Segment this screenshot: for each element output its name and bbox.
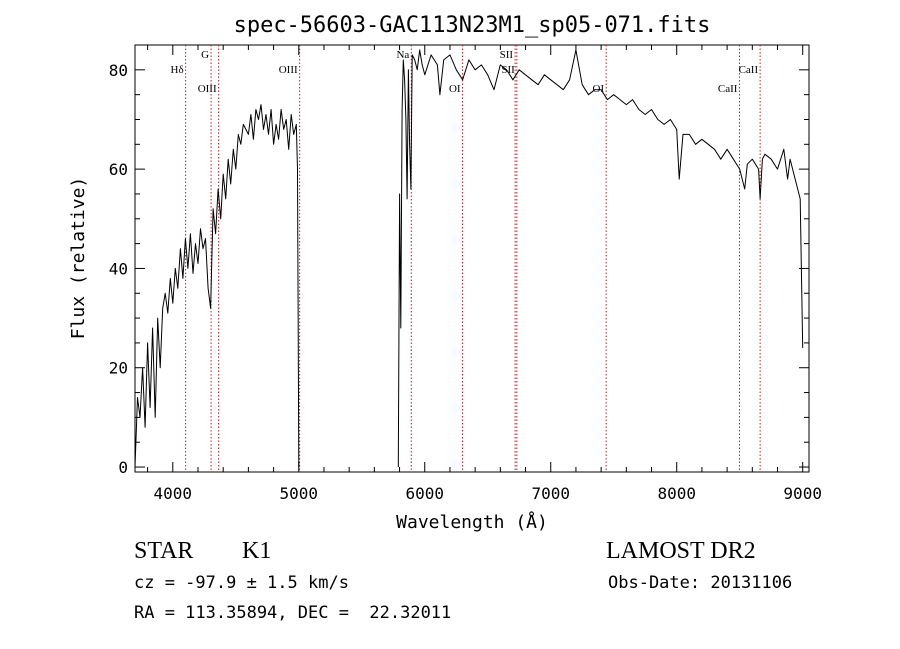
spectrum-line (134, 104, 300, 468)
spectral-line-label: SII (500, 49, 514, 61)
spectral-line-label: CaII (718, 83, 738, 95)
spectral-line-markers (185, 45, 761, 472)
y-tick-label: 60 (109, 160, 128, 179)
chart-title: spec-56603-GAC113N23M1_sp05-071.fits (234, 13, 711, 38)
spectral-line-label: G (201, 49, 209, 61)
spectral-line-label: Na (396, 49, 409, 61)
coordinates: RA = 113.35894, DEC = 22.32011 (134, 603, 452, 623)
plot-frame (134, 44, 810, 473)
x-tick-label: 9000 (783, 484, 822, 503)
object-subclass: K1 (242, 538, 272, 564)
object-class: STAR (134, 538, 194, 564)
spectral-line-label: CaII (739, 64, 759, 76)
y-axis-label: Flux (relative) (68, 177, 89, 340)
spectral-line-label: OI (593, 83, 605, 95)
y-tick-label: 40 (109, 259, 128, 278)
spectral-line-label: OIII (198, 83, 217, 95)
x-axis-ticks: 4000 5000 6000 7000 8000 9000 (147, 45, 822, 503)
spectrum-series (134, 49, 804, 468)
y-tick-label: 0 (118, 458, 128, 477)
y-tick-label: 20 (109, 359, 128, 378)
spectral-line-label: SII (501, 64, 515, 76)
y-axis-ticks: 0 20 40 60 80 (109, 61, 809, 477)
spectral-line-label: OI (449, 83, 461, 95)
x-tick-label: 6000 (405, 484, 444, 503)
x-axis-label: Wavelength (Å) (396, 511, 548, 533)
spectral-line-label: Hδ (171, 64, 184, 76)
x-tick-label: 8000 (657, 484, 696, 503)
survey-name: LAMOST DR2 (606, 538, 756, 564)
redshift-value: cz = -97.9 ± 1.5 km/s (134, 573, 349, 593)
observation-date: Obs-Date: 20131106 (608, 573, 793, 593)
spectral-line-label: OIII (279, 64, 298, 76)
x-tick-label: 4000 (154, 484, 193, 503)
spectrum-line (397, 49, 804, 468)
x-tick-label: 5000 (280, 484, 319, 503)
x-tick-label: 7000 (531, 484, 570, 503)
y-tick-label: 80 (109, 61, 128, 80)
